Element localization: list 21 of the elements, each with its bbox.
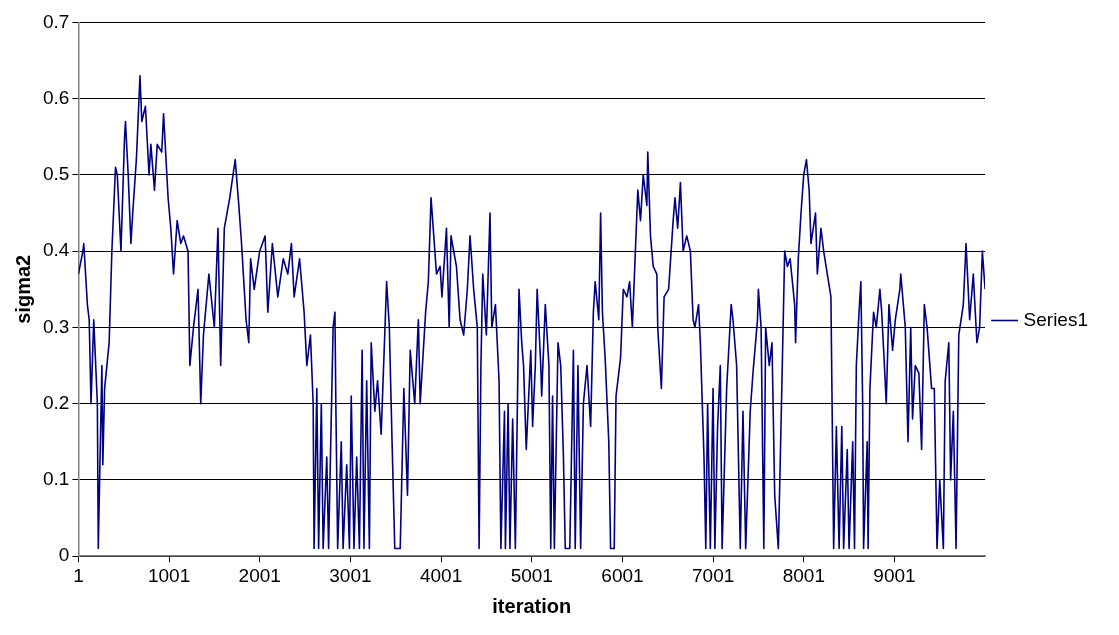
x-tick-label: 3001 (329, 564, 372, 586)
y-tick-label: 0.7 (42, 10, 70, 32)
x-tick-label: 6001 (601, 564, 644, 586)
y-tick-label: 0.3 (42, 315, 70, 337)
x-tick-label: 8001 (782, 564, 825, 586)
y-tick-label: 0.1 (42, 468, 70, 490)
y-tick-label: 0.6 (42, 86, 70, 108)
x-axis-title: iteration (492, 594, 572, 617)
legend-label: Series1 (1023, 308, 1088, 330)
y-tick-label: 0 (58, 544, 70, 566)
y-tick-label: 0.5 (42, 163, 70, 185)
y-tick-label: 0.2 (42, 391, 70, 413)
x-tick-label: 1 (73, 564, 84, 586)
x-tick-label: 1001 (147, 564, 191, 586)
x-tick-label: 7001 (692, 564, 735, 586)
y-axis-title: sigma2 (11, 254, 34, 324)
x-tick-label: 5001 (510, 564, 553, 586)
x-tick-label: 9001 (873, 564, 916, 586)
x-tick-label: 2001 (238, 564, 281, 586)
x-tick-label: 4001 (419, 564, 463, 586)
y-tick-label: 0.4 (42, 239, 70, 261)
